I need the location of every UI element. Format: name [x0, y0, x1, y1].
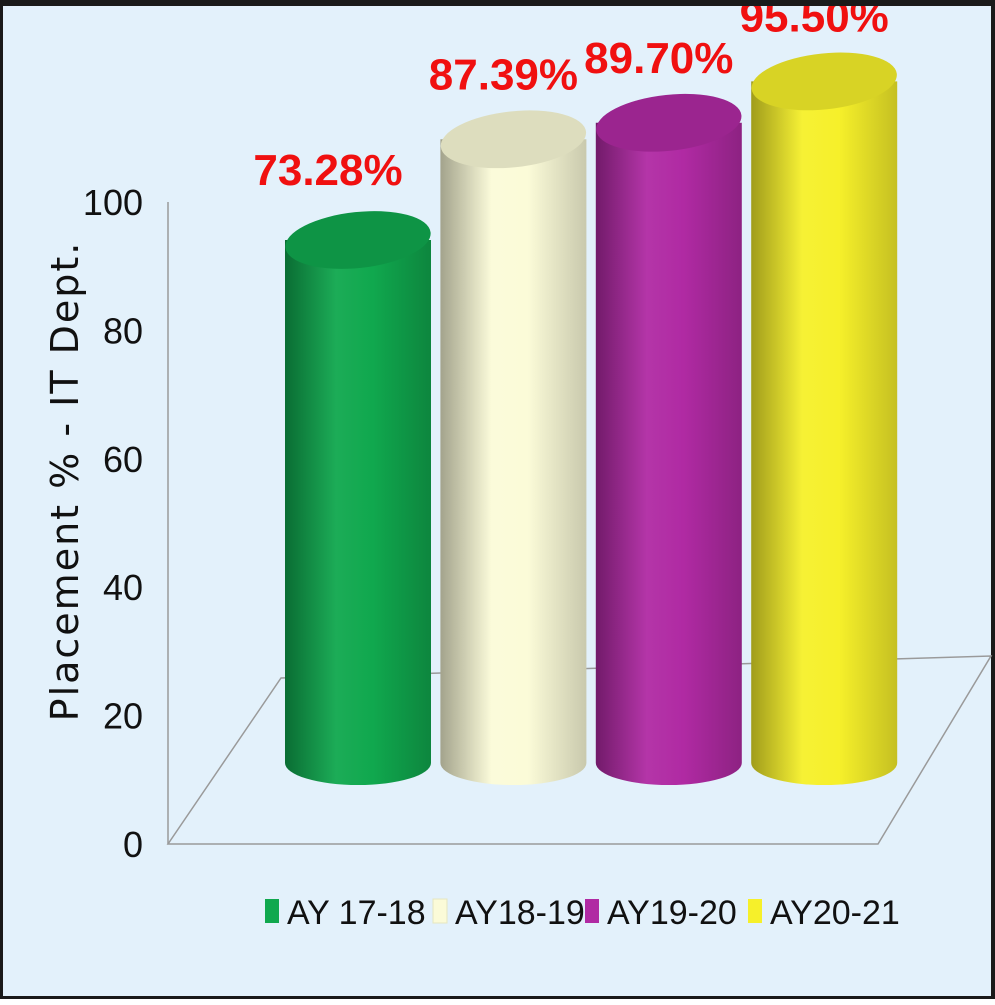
bar-ay17-18 — [285, 211, 431, 785]
bar-ay20-21 — [751, 52, 898, 786]
y-tick-label: 40 — [103, 567, 143, 608]
data-label: 73.28% — [253, 146, 402, 195]
y-tick-label: 0 — [123, 824, 143, 865]
y-tick-label: 100 — [83, 182, 143, 223]
chart-floor — [166, 655, 993, 845]
floor-outline — [166, 655, 993, 845]
y-tick-label: 60 — [103, 439, 143, 480]
bar-body — [751, 81, 898, 786]
bar-top — [596, 93, 742, 152]
bar-top — [285, 211, 431, 269]
bar-body — [440, 139, 587, 785]
bar-body — [595, 122, 742, 786]
data-label: 87.39% — [429, 50, 578, 99]
bar-top — [751, 52, 897, 111]
bar-ay19-20 — [595, 93, 742, 786]
legend-swatch — [585, 899, 599, 923]
y-tick-label: 20 — [103, 696, 143, 737]
legend-swatch — [265, 899, 279, 923]
bar-body — [285, 240, 431, 785]
legend: AY 17-18 AY18-19 AY19-20 AY20-21 — [265, 894, 900, 932]
y-axis-title: Placement % - IT Dept. — [43, 241, 87, 722]
bars — [285, 52, 898, 786]
legend-swatch — [432, 898, 448, 924]
data-labels: 73.28% 87.39% 89.70%95.50% — [253, 6, 888, 195]
data-label: 89.70% — [584, 34, 733, 83]
data-label: 95.50% — [740, 6, 889, 41]
y-axis: 0 20 40 60 80 100 — [83, 182, 169, 865]
legend-label: AY18-19 — [455, 894, 585, 932]
legend-label: AY19-20 — [607, 894, 737, 932]
legend-swatch — [748, 899, 762, 923]
bar-chart: 0 20 40 60 80 100 73.28% 87.39% 89.70%95.50% AY… — [43, 6, 993, 932]
y-tick-label: 80 — [103, 310, 143, 351]
bar-top — [440, 110, 587, 169]
legend-label: AY 17-18 — [287, 894, 426, 932]
legend-label: AY20-21 — [770, 894, 900, 932]
bar-ay18-19 — [440, 110, 587, 785]
